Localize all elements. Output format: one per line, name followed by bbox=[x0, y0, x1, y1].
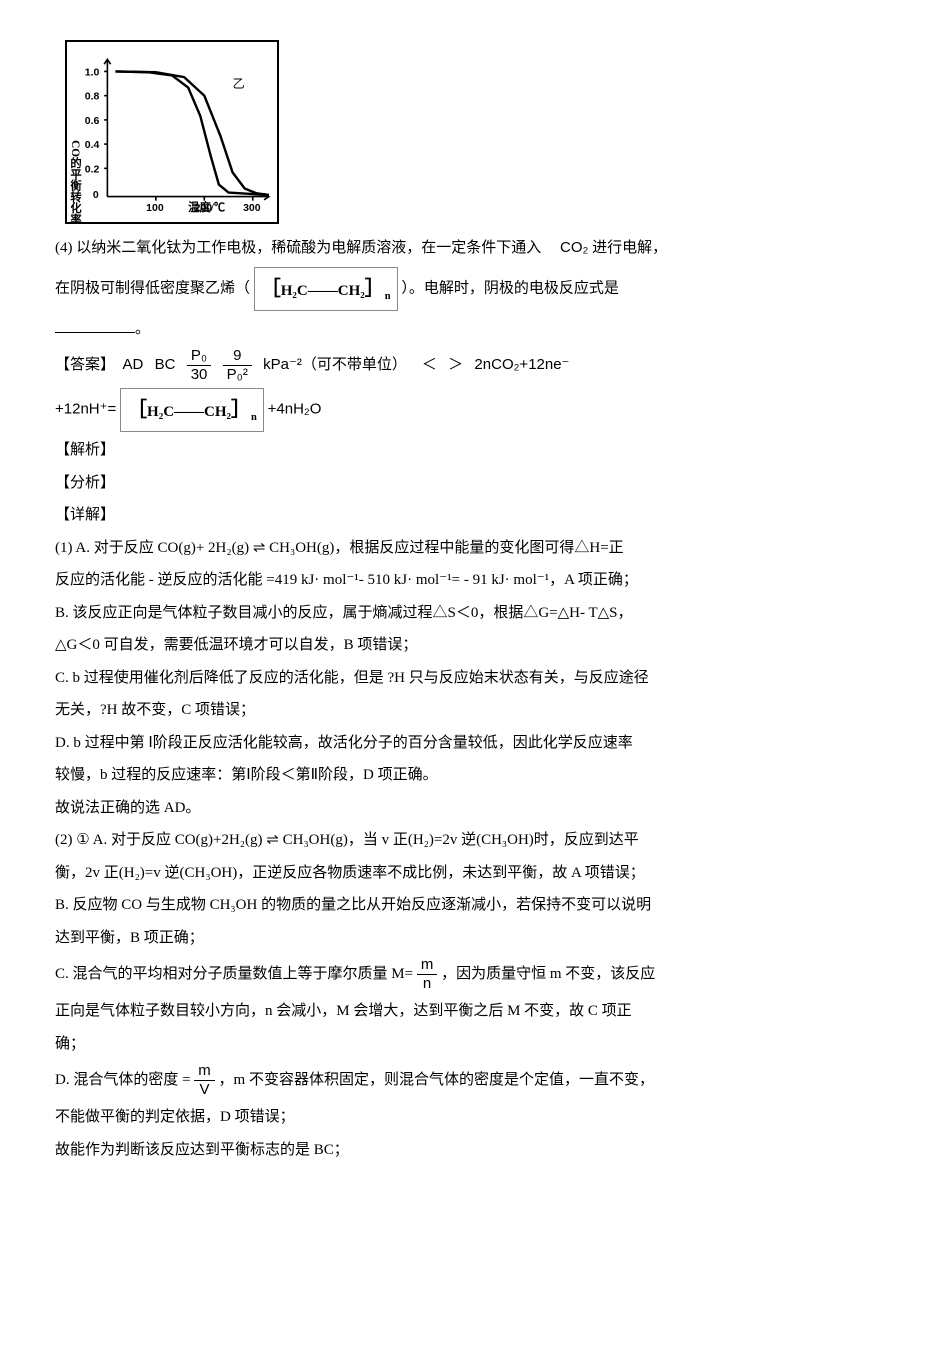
d2-c1-frac: m n bbox=[417, 956, 438, 993]
answer-line1: 【答案】 AD BC P₀ 30 9 P₀² kPa⁻²（可不带单位） ＜ ＞ … bbox=[55, 347, 895, 384]
q4-line2b: ）。电解时，阴极的电极反应式是 bbox=[401, 280, 619, 296]
q4-line2a: 在阴极可制得低密度聚乙烯（ bbox=[55, 280, 250, 296]
poly-body2: H₂C——CH₂ bbox=[147, 404, 231, 420]
d2-d1-den: V bbox=[194, 1081, 215, 1099]
ans-eq-l: 2nCO₂+12ne⁻ bbox=[474, 356, 569, 373]
polymer-formula-2: ［H₂C——CH₂］n bbox=[120, 388, 264, 432]
bracket-r2: ］ bbox=[231, 399, 251, 421]
d2-d1-frac: m V bbox=[194, 1062, 215, 1099]
ans-frac1: P₀ 30 bbox=[187, 347, 212, 384]
ans-lt: ＜ bbox=[422, 357, 437, 373]
d2-d1: D. 混合气体的密度 = m V ，m 不变容器体积固定，则混合气体的密度是个定… bbox=[55, 1062, 895, 1099]
d1-b1: B. 该反应正向是气体粒子数目减小的反应，属于熵减过程△S＜0，根据△G=△H-… bbox=[55, 599, 895, 628]
d1-c2: 无关，?H 故不变，C 项错误； bbox=[55, 696, 895, 725]
d2-c1a: C. 混合气的平均相对分子质量数值上等于摩尔质量 M= bbox=[55, 966, 413, 982]
xtick-100: 100 bbox=[146, 202, 164, 214]
d2-c3: 确； bbox=[55, 1030, 895, 1059]
ans-frac2: 9 P₀² bbox=[223, 347, 252, 384]
answer-line2: +12nH⁺= ［H₂C——CH₂］n +4nH₂O bbox=[55, 388, 895, 432]
hdr-fenxi: 【分析】 bbox=[55, 469, 895, 498]
d2-c1: C. 混合气的平均相对分子质量数值上等于摩尔质量 M= m n ，因为质量守恒 … bbox=[55, 956, 895, 993]
d1-c1: C. b 过程使用催化剂后降低了反应的活化能，但是 ?H 只与反应始末状态有关，… bbox=[55, 664, 895, 693]
hdr-xiangjie: 【详解】 bbox=[55, 501, 895, 530]
frac2-den: P₀² bbox=[223, 366, 252, 384]
poly-n2: n bbox=[251, 412, 257, 423]
d2-c1b: ，因为质量守恒 m 不变，该反应 bbox=[441, 966, 655, 982]
d2-b1: B. 反应物 CO 与生成物 CH₃OH 的物质的量之比从开始反应逐渐减小，若保… bbox=[55, 891, 895, 920]
d2-end: 故能作为判断该反应达到平衡标志的是 BC； bbox=[55, 1136, 895, 1165]
d1-a2: 反应的活化能 - 逆反应的活化能 =419 kJ· mol⁻¹- 510 kJ·… bbox=[55, 566, 895, 595]
q4-mid1: 进行电解， bbox=[592, 240, 667, 256]
ytick-0.6: 0.6 bbox=[85, 115, 100, 127]
d2-a1: (2) ① A. 对于反应 CO(g)+2H₂(g) ⇌ CH₃OH(g)，当 … bbox=[55, 826, 895, 855]
q4-line1: (4) 以纳米二氧化钛为工作电极，稀硫酸为电解质溶液，在一定条件下通入 CO₂ … bbox=[55, 234, 895, 263]
poly-n: n bbox=[385, 291, 391, 302]
d2-d1a: D. 混合气体的密度 = bbox=[55, 1072, 191, 1088]
chart-xlabel: 温度/℃ bbox=[188, 200, 226, 214]
d2-d1-num: m bbox=[194, 1062, 215, 1081]
ans-gt: ＞ bbox=[448, 357, 463, 373]
d1-d2: 较慢，b 过程的反应速率：第Ⅰ阶段＜第Ⅱ阶段，D 项正确。 bbox=[55, 761, 895, 790]
ytick-0: 0 bbox=[93, 189, 99, 201]
polymer-formula-1: ［H₂C——CH₂］n bbox=[254, 267, 398, 311]
ans-unit: kPa⁻²（可不带单位） bbox=[263, 356, 407, 373]
d2-a2: 衡，2v 正(H₂)=v 逆(CH₃OH)，正逆反应各物质速率不成比例，未达到平… bbox=[55, 859, 895, 888]
bracket-l2: ［ bbox=[127, 399, 147, 421]
d2-c2: 正向是气体粒子数目较小方向，n 会减小，M 会增大，达到平衡之后 M 不变，故 … bbox=[55, 997, 895, 1026]
ans-ad: AD bbox=[123, 356, 144, 373]
answer-gap bbox=[55, 317, 135, 333]
d1-b2: △G＜0 可自发，需要低温环境才可以自发，B 项错误； bbox=[55, 631, 895, 660]
frac2-num: 9 bbox=[223, 347, 252, 366]
bracket-l: ［ bbox=[261, 278, 281, 300]
frac1-num: P₀ bbox=[187, 347, 212, 366]
d1-a1: (1) A. 对于反应 CO(g)+ 2H₂(g) ⇌ CH₃OH(g)，根据反… bbox=[55, 534, 895, 563]
d2-d1b: ，m 不变容器体积固定，则混合气体的密度是个定值，一直不变， bbox=[219, 1072, 654, 1088]
xtick-300: 300 bbox=[243, 202, 261, 214]
q4-line2: 在阴极可制得低密度聚乙烯（ ［H₂C——CH₂］n ）。电解时，阴极的电极反应式… bbox=[55, 267, 895, 311]
q4-prefix: (4) 以纳米二氧化钛为工作电极，稀硫酸为电解质溶液，在一定条件下通入 bbox=[55, 240, 541, 256]
ans-eq2-l: +12nH⁺= bbox=[55, 400, 116, 417]
ytick-0.8: 0.8 bbox=[85, 91, 100, 103]
ans-bc: BC bbox=[155, 356, 176, 373]
q4-co2: CO₂ bbox=[560, 239, 588, 256]
answer-label: 【答案】 bbox=[55, 357, 115, 373]
equilibrium-chart: 1.0 0.8 0.6 0.4 0.2 0 100 200 300 bbox=[65, 40, 279, 224]
d1-end: 故说法正确的选 AD。 bbox=[55, 794, 895, 823]
ytick-0.4: 0.4 bbox=[85, 139, 100, 151]
chart-label-yi: 乙 bbox=[233, 77, 245, 91]
poly-body: H₂C——CH₂ bbox=[281, 283, 365, 299]
d2-d2: 不能做平衡的判定依据，D 项错误； bbox=[55, 1103, 895, 1132]
chart-ylabel: CO的平衡转化率 bbox=[69, 140, 82, 222]
d2-c1-den: n bbox=[417, 975, 438, 993]
q4-blank: 。 bbox=[55, 315, 895, 344]
d2-c1-num: m bbox=[417, 956, 438, 975]
d1-d1: D. b 过程中第 Ⅰ阶段正反应活化能较高，故活化分子的百分含量较低，因此化学反… bbox=[55, 729, 895, 758]
ytick-1.0: 1.0 bbox=[85, 66, 100, 78]
ans-eq2-r: +4nH₂O bbox=[268, 400, 322, 417]
hdr-jiexi: 【解析】 bbox=[55, 436, 895, 465]
d2-b2: 达到平衡，B 项正确； bbox=[55, 924, 895, 953]
bracket-r: ］ bbox=[365, 278, 385, 300]
frac1-den: 30 bbox=[187, 366, 212, 384]
ytick-0.2: 0.2 bbox=[85, 163, 100, 175]
